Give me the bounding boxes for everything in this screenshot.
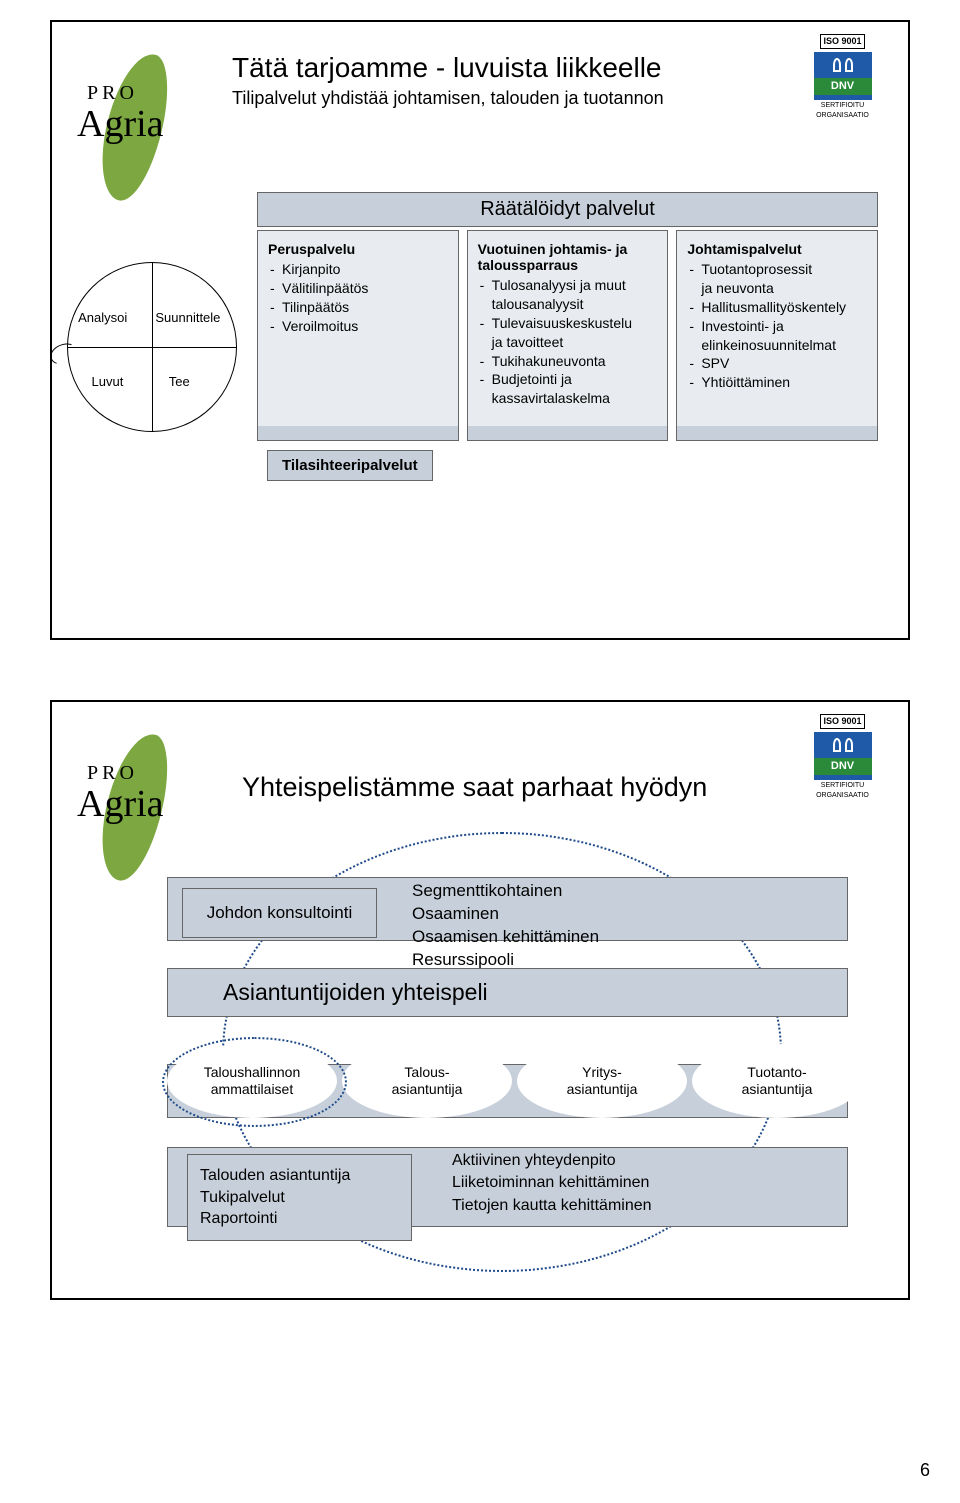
title-block: Tätä tarjoamme - luvuista liikkeelle Til… <box>232 52 878 109</box>
cycle-circle: Analysoi Suunnittele Luvut Tee <box>67 262 237 432</box>
ell-l1: Talous- <box>404 1064 449 1080</box>
logo: PRO Agria <box>77 732 207 872</box>
ellipse-yritys: Yritys-asiantuntija <box>517 1044 687 1118</box>
col3-item: Investointi- ja <box>687 317 867 336</box>
ell-l2: asiantuntija <box>392 1081 463 1097</box>
slide-2: PRO Agria ISO 9001 DNV SERTIFIOITU ORGAN… <box>50 700 910 1300</box>
cert-badge: ISO 9001 DNV SERTIFIOITU ORGANISAATIO <box>795 714 890 799</box>
ell-l1: Yritys- <box>582 1064 622 1080</box>
bot-right-text: Aktiivinen yhteydenpito Liiketoiminnan k… <box>452 1150 652 1217</box>
cert-iso: ISO 9001 <box>820 34 864 49</box>
quad-analysoi: Analysoi <box>78 310 127 325</box>
col2-item: Budjetointi ja <box>478 370 658 389</box>
col2-item: Tulosanalyysi ja muut <box>478 276 658 295</box>
col2-item: Tukihakuneuvonta <box>478 352 658 371</box>
cert-label-1: SERTIFIOITU <box>795 782 890 790</box>
cert-anchors-icon <box>814 52 872 78</box>
ell-l2: asiantuntija <box>742 1081 813 1097</box>
col3-item: ja neuvonta <box>687 279 867 298</box>
cert-box: DNV <box>814 732 872 780</box>
quad-suunnittele: Suunnittele <box>155 310 220 325</box>
segment-l3: Osaamisen kehittäminen <box>412 926 599 949</box>
page-number: 6 <box>920 1460 930 1481</box>
cert-label-2: ORGANISAATIO <box>795 792 890 800</box>
ell-l1: Tuotanto- <box>747 1064 806 1080</box>
cert-dnv: DNV <box>814 758 872 775</box>
logo-agria: Agria <box>77 782 164 826</box>
segment-block: Segmenttikohtainen Osaaminen Osaamisen k… <box>412 880 599 972</box>
col2-item: Tulevaisuuskeskustelu <box>478 314 658 333</box>
cert-label-1: SERTIFIOITU <box>795 102 890 110</box>
ell-l2: asiantuntija <box>567 1081 638 1097</box>
slide-1: PRO Agria ISO 9001 DNV SERTIFIOITU ORGAN… <box>50 20 910 640</box>
col2-head: Vuotuinen johtamis- ja taloussparraus <box>478 241 658 273</box>
bot-left-l3: Raportointi <box>200 1208 399 1230</box>
bot-left-box: Talouden asiantuntija Tukipalvelut Rapor… <box>187 1154 412 1241</box>
col2-item: kassavirtalaskelma <box>478 389 658 408</box>
col1-item: Välitilinpäätös <box>268 279 448 298</box>
bot-left-l2: Tukipalvelut <box>200 1187 399 1209</box>
slide1-title: Tätä tarjoamme - luvuista liikkeelle <box>232 52 878 84</box>
col3-item: SPV <box>687 354 867 373</box>
col1-head: Peruspalvelu <box>268 241 448 257</box>
cert-badge: ISO 9001 DNV SERTIFIOITU ORGANISAATIO <box>795 34 890 119</box>
bar-mid: Asiantuntijoiden yhteispeli <box>167 968 848 1017</box>
cert-label-2: ORGANISAATIO <box>795 112 890 120</box>
logo: PRO Agria <box>77 52 207 192</box>
col-sparraus: Vuotuinen johtamis- ja taloussparraus Tu… <box>467 230 669 441</box>
quad-luvut: Luvut <box>92 374 124 389</box>
col3-item: Yhtiöittäminen <box>687 373 867 392</box>
col-peruspalvelu: Peruspalvelu Kirjanpito Välitilinpäätös … <box>257 230 459 441</box>
col3-item: Hallitusmallityöskentely <box>687 298 867 317</box>
cert-dnv: DNV <box>814 78 872 95</box>
logo-agria: Agria <box>77 102 164 146</box>
bot-right-l2: Liiketoiminnan kehittäminen <box>452 1172 652 1194</box>
cert-iso: ISO 9001 <box>820 714 864 729</box>
bot-right-l1: Aktiivinen yhteydenpito <box>452 1150 652 1172</box>
slide2-title: Yhteispelistämme saat parhaat hyödyn <box>242 772 878 803</box>
col3-item: Tuotantoprosessit <box>687 260 867 279</box>
bot-left-l1: Talouden asiantuntija <box>200 1165 399 1187</box>
tailored-bar: Räätälöidyt palvelut <box>257 192 878 227</box>
slide1-subtitle: Tilipalvelut yhdistää johtamisen, taloud… <box>232 88 878 109</box>
ellipse-talous: Talous-asiantuntija <box>342 1044 512 1118</box>
col2-item: ja tavoitteet <box>478 333 658 352</box>
cert-box: DNV <box>814 52 872 100</box>
col1-item: Kirjanpito <box>268 260 448 279</box>
johdon-konsultointi-box: Johdon konsultointi <box>182 888 377 938</box>
bot-right-l3: Tietojen kautta kehittäminen <box>452 1195 652 1217</box>
col1-item: Veroilmoitus <box>268 317 448 336</box>
tilasihteeripalvelut-box: Tilasihteeripalvelut <box>267 450 433 481</box>
col3-head: Johtamispalvelut <box>687 241 867 257</box>
ellipse-tuotanto: Tuotanto-asiantuntija <box>692 1044 862 1118</box>
quad-tee: Tee <box>169 374 190 389</box>
segment-l1: Segmenttikohtainen <box>412 880 599 903</box>
col2-item: talousanalyysit <box>478 295 658 314</box>
segment-l2: Osaaminen <box>412 903 599 926</box>
columns: Peruspalvelu Kirjanpito Välitilinpäätös … <box>257 230 878 441</box>
loop-arrow-icon <box>47 339 80 367</box>
cert-anchors-icon <box>814 732 872 758</box>
col-johtamispalvelut: Johtamispalvelut Tuotantoprosessit ja ne… <box>676 230 878 441</box>
col1-item: Tilinpäätös <box>268 298 448 317</box>
dotted-circle-small <box>162 1037 347 1127</box>
col3-item: elinkeinosuunnitelmat <box>687 336 867 355</box>
